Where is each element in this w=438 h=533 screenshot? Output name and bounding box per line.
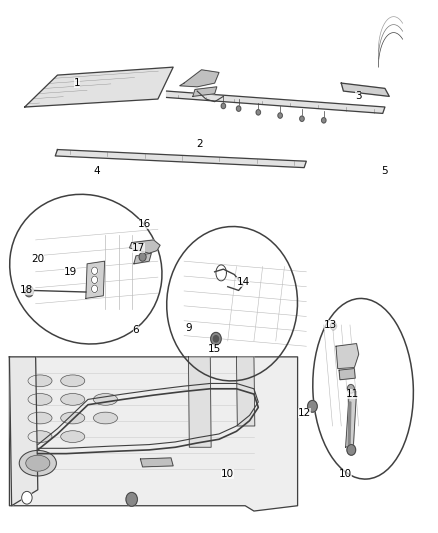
Text: 10: 10	[339, 469, 352, 479]
Text: 16: 16	[138, 219, 152, 229]
Ellipse shape	[93, 393, 117, 405]
Circle shape	[347, 384, 354, 393]
Circle shape	[256, 110, 261, 115]
Ellipse shape	[19, 450, 57, 476]
Polygon shape	[339, 368, 355, 379]
Circle shape	[321, 118, 326, 123]
Polygon shape	[341, 83, 389, 96]
Polygon shape	[130, 240, 160, 253]
Ellipse shape	[93, 412, 117, 424]
Text: 2: 2	[196, 139, 203, 149]
Text: 5: 5	[381, 166, 388, 176]
Circle shape	[126, 492, 138, 506]
Circle shape	[92, 285, 98, 293]
Ellipse shape	[61, 412, 85, 424]
Polygon shape	[86, 261, 105, 298]
Circle shape	[139, 253, 146, 261]
Circle shape	[330, 322, 336, 330]
Ellipse shape	[28, 393, 52, 405]
Polygon shape	[346, 391, 357, 447]
Text: 15: 15	[208, 344, 221, 354]
Circle shape	[278, 113, 283, 118]
Polygon shape	[180, 70, 219, 87]
Ellipse shape	[61, 393, 85, 405]
Text: 10: 10	[221, 469, 234, 479]
Ellipse shape	[26, 455, 50, 471]
Circle shape	[21, 491, 32, 504]
Polygon shape	[237, 357, 255, 426]
Text: 18: 18	[20, 286, 34, 295]
Polygon shape	[141, 458, 173, 467]
Circle shape	[237, 106, 241, 111]
Circle shape	[92, 267, 98, 274]
Polygon shape	[55, 150, 306, 167]
Polygon shape	[10, 357, 38, 506]
Circle shape	[211, 333, 221, 345]
Ellipse shape	[61, 375, 85, 386]
Text: 12: 12	[297, 408, 311, 418]
Circle shape	[213, 336, 219, 342]
Circle shape	[307, 400, 317, 412]
Polygon shape	[10, 357, 297, 511]
Text: 19: 19	[64, 267, 77, 277]
Text: 20: 20	[31, 254, 44, 263]
Ellipse shape	[61, 431, 85, 442]
Text: 4: 4	[93, 166, 100, 176]
Text: 17: 17	[131, 243, 145, 253]
Text: 6: 6	[133, 325, 139, 335]
Circle shape	[25, 286, 33, 297]
Text: 13: 13	[324, 320, 337, 330]
Polygon shape	[134, 253, 151, 264]
Ellipse shape	[28, 412, 52, 424]
Circle shape	[221, 103, 226, 109]
Polygon shape	[348, 402, 351, 446]
Text: 9: 9	[185, 322, 192, 333]
Polygon shape	[25, 67, 173, 107]
Polygon shape	[336, 344, 359, 368]
Circle shape	[347, 445, 356, 455]
Circle shape	[300, 116, 304, 122]
Ellipse shape	[28, 431, 52, 442]
Ellipse shape	[28, 375, 52, 386]
Text: 11: 11	[346, 389, 359, 399]
Polygon shape	[188, 357, 211, 447]
Circle shape	[92, 276, 98, 284]
Polygon shape	[166, 91, 385, 114]
Polygon shape	[193, 87, 217, 96]
Text: 3: 3	[355, 91, 362, 101]
Text: 14: 14	[237, 278, 250, 287]
Text: 1: 1	[74, 78, 81, 88]
